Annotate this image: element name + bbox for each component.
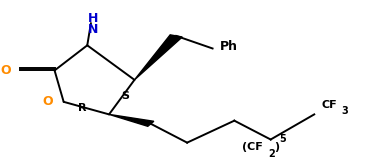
Text: N: N (88, 23, 98, 36)
Text: R: R (78, 103, 86, 113)
Text: 2: 2 (268, 149, 274, 159)
Text: O: O (0, 64, 11, 77)
Polygon shape (134, 35, 182, 80)
Text: 5: 5 (280, 134, 287, 144)
Text: Ph: Ph (220, 40, 238, 53)
Text: CF: CF (322, 100, 337, 110)
Polygon shape (109, 114, 154, 126)
Text: (CF: (CF (242, 142, 263, 152)
Text: 3: 3 (341, 106, 348, 116)
Text: H: H (88, 12, 98, 25)
Text: ): ) (274, 142, 279, 152)
Text: O: O (42, 95, 53, 108)
Text: S: S (122, 90, 130, 101)
